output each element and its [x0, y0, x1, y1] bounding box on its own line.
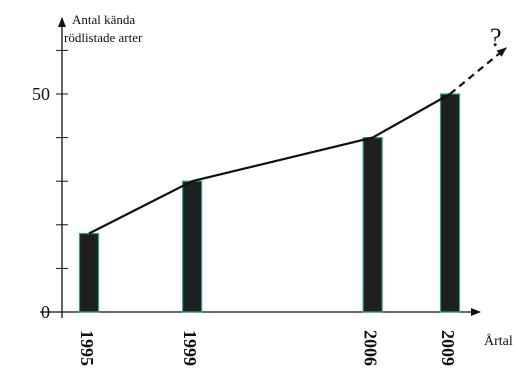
bar-2009 [439, 93, 461, 313]
bar-2006 [362, 137, 383, 313]
bar-1999 [182, 180, 203, 313]
trend-line-solid [88, 93, 451, 235]
bar-1995 [78, 232, 100, 313]
y-axis-label-line-1: Antal kända [72, 12, 135, 27]
y-tick-label: 0 [41, 302, 50, 322]
trend-line [88, 47, 507, 235]
x-tick-labels: 1995 1999 2006 2009 [77, 330, 458, 366]
y-tick-label: 50 [32, 84, 50, 104]
y-axis-label-line-2: rödlistade arter [64, 30, 143, 45]
x-tick-label: 1995 [77, 330, 97, 366]
x-tick-label: 2009 [438, 330, 458, 366]
trend-extrapolation-arrow [449, 47, 507, 95]
y-ticks: 0 50 [32, 49, 68, 322]
axes [40, 17, 481, 318]
extrapolation-question-mark: ? [490, 23, 502, 52]
bars [78, 93, 461, 313]
x-tick-label: 1999 [180, 330, 200, 366]
x-axis-label: Årtal [484, 333, 513, 349]
x-tick-label: 2006 [361, 330, 381, 366]
